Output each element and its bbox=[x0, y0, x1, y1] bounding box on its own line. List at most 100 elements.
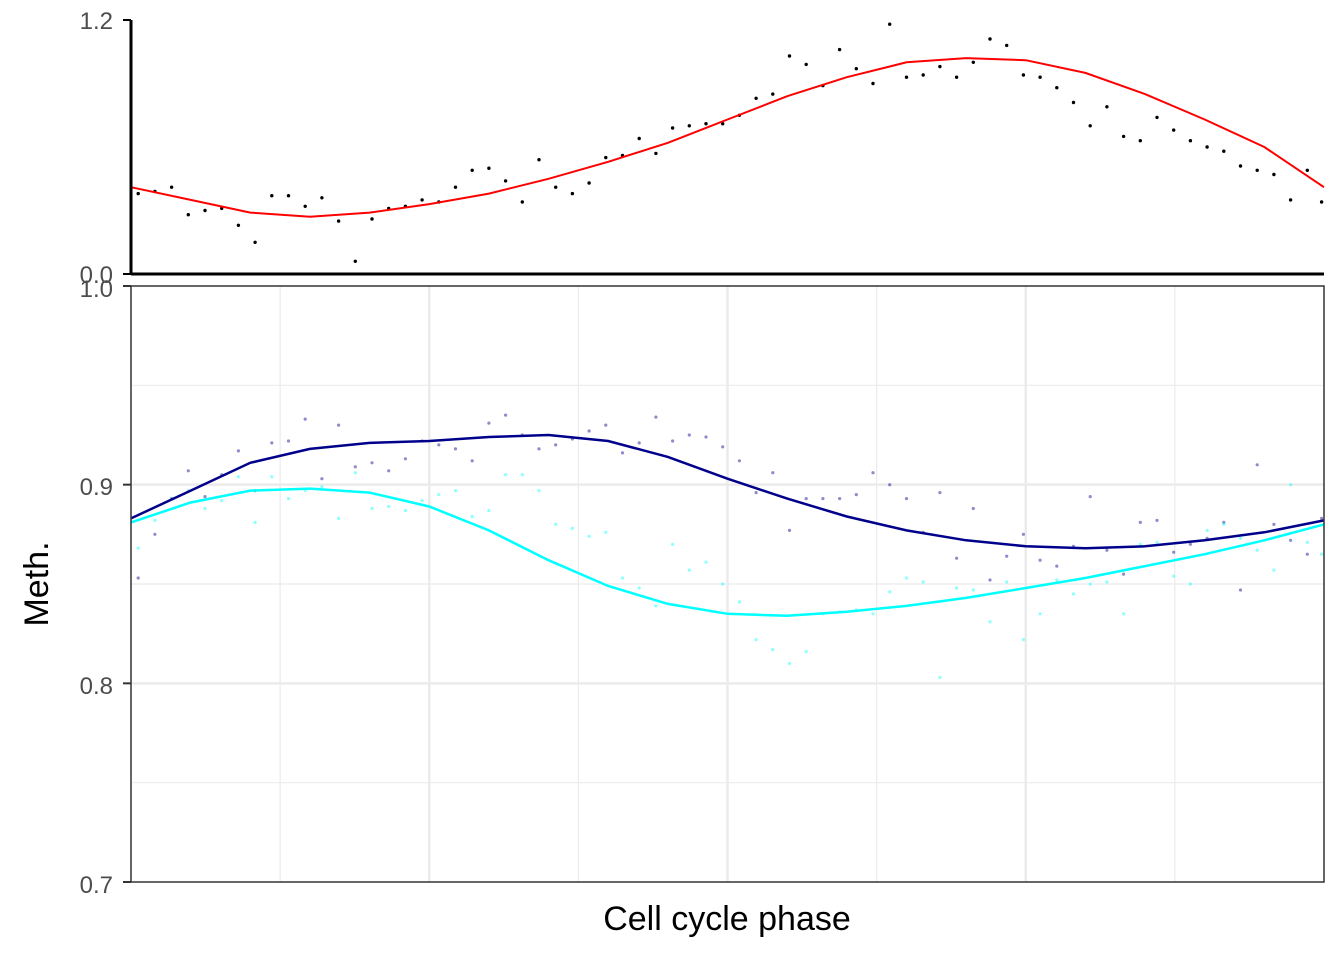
cyan-data-point bbox=[1222, 522, 1226, 527]
top-data-point bbox=[1155, 115, 1159, 120]
navy-data-point bbox=[1122, 572, 1126, 576]
cyan-data-point bbox=[671, 542, 675, 546]
top-points bbox=[136, 22, 1324, 263]
top-data-point bbox=[704, 122, 708, 126]
top-y-tick-label: 0.0 bbox=[80, 262, 113, 289]
top-data-point bbox=[286, 194, 291, 198]
navy-data-point bbox=[737, 459, 742, 463]
cyan-data-point bbox=[1071, 592, 1076, 596]
navy-data-point bbox=[637, 441, 641, 445]
cyan-data-point bbox=[220, 499, 224, 503]
cyan-data-point bbox=[487, 508, 491, 513]
cyan-data-point bbox=[787, 661, 792, 666]
cyan-data-point bbox=[1021, 638, 1025, 642]
cyan-data-point bbox=[1122, 612, 1126, 616]
top-data-point bbox=[587, 181, 591, 185]
navy-data-point bbox=[403, 457, 407, 461]
navy-data-point bbox=[554, 443, 558, 447]
navy-data-point bbox=[754, 491, 758, 495]
top-data-point bbox=[804, 62, 808, 67]
navy-data-point bbox=[453, 447, 458, 451]
cyan-data-point bbox=[537, 489, 541, 493]
navy-data-point bbox=[654, 415, 658, 419]
navy-data-point bbox=[1222, 520, 1226, 525]
cyan-data-point bbox=[687, 568, 691, 572]
bottom-panel: 1.0 0.9 0.8 0.7 Meth. Cell cycle phase bbox=[18, 276, 1325, 938]
navy-data-point bbox=[1005, 554, 1009, 558]
cyan-data-point bbox=[1255, 548, 1259, 552]
cyan-data-point bbox=[504, 473, 508, 477]
top-data-point bbox=[1319, 200, 1324, 204]
top-data-point bbox=[854, 67, 858, 71]
top-data-point bbox=[754, 96, 758, 101]
navy-data-point bbox=[186, 469, 190, 473]
cyan-data-point bbox=[587, 534, 591, 538]
top-data-point bbox=[1238, 164, 1243, 168]
cyan-data-point bbox=[971, 588, 975, 592]
navy-data-point bbox=[136, 576, 140, 580]
x-axis-title: Cell cycle phase bbox=[603, 900, 851, 938]
top-data-point bbox=[938, 64, 942, 69]
top-panel: 1.2 0.0 bbox=[80, 8, 1325, 289]
cyan-data-point bbox=[1238, 536, 1243, 540]
cyan-data-point bbox=[1038, 612, 1042, 616]
cyan-data-point bbox=[737, 600, 742, 604]
cyan-data-point bbox=[888, 590, 892, 594]
bottom-panel-border bbox=[130, 285, 1325, 883]
top-data-point bbox=[169, 185, 174, 189]
cyan-data-point bbox=[153, 518, 157, 523]
top-data-point bbox=[320, 196, 324, 200]
top-data-point bbox=[1272, 172, 1276, 177]
top-data-point bbox=[1222, 149, 1226, 153]
top-data-point bbox=[1105, 105, 1109, 109]
navy-data-point bbox=[988, 578, 992, 582]
cyan-data-point bbox=[270, 475, 274, 479]
cyan-data-point bbox=[370, 506, 374, 511]
navy-data-point bbox=[320, 477, 324, 481]
top-data-point bbox=[353, 259, 357, 263]
navy-data-point bbox=[1105, 548, 1109, 552]
bottom-y-ticks bbox=[123, 285, 131, 883]
navy-data-point bbox=[1255, 463, 1259, 467]
navy-data-point bbox=[504, 413, 508, 417]
cyan-data-point bbox=[1305, 540, 1309, 544]
cyan-data-point bbox=[1320, 552, 1324, 556]
cyan-data-point bbox=[1172, 574, 1176, 578]
cyan-data-point bbox=[721, 582, 725, 586]
cyan-data-point bbox=[988, 620, 992, 624]
navy-data-point bbox=[955, 556, 959, 560]
navy-data-point bbox=[1172, 550, 1176, 554]
cyan-data-point bbox=[520, 473, 524, 477]
navy-data-point bbox=[821, 497, 825, 501]
cyan-data-point bbox=[470, 514, 474, 519]
navy-data-point bbox=[1021, 532, 1025, 536]
navy-data-point bbox=[337, 423, 341, 427]
top-data-point bbox=[1121, 134, 1126, 139]
navy-data-point bbox=[1138, 520, 1142, 525]
top-data-point bbox=[954, 75, 959, 79]
cyan-data-point bbox=[320, 485, 324, 489]
cyan-data-point bbox=[620, 576, 625, 580]
cyan-data-point bbox=[236, 475, 240, 479]
navy-data-point bbox=[671, 439, 675, 443]
top-data-point bbox=[487, 166, 491, 170]
navy-data-point bbox=[587, 429, 591, 433]
navy-data-point bbox=[270, 441, 274, 445]
cyan-data-point bbox=[654, 604, 658, 608]
top-data-point bbox=[1005, 43, 1009, 48]
top-data-point bbox=[470, 168, 474, 172]
navy-data-point bbox=[303, 417, 307, 421]
cyan-smooth-line bbox=[130, 487, 1325, 618]
top-data-point bbox=[370, 217, 374, 221]
cyan-data-point bbox=[136, 546, 140, 550]
navy-data-point bbox=[470, 459, 474, 463]
cyan-data-point bbox=[337, 516, 341, 521]
cyan-data-point bbox=[938, 675, 942, 680]
navy-data-point bbox=[687, 433, 691, 437]
cyan-data-point bbox=[754, 638, 758, 642]
cyan-data-point bbox=[420, 499, 424, 503]
top-data-point bbox=[654, 151, 658, 156]
bottom-grid bbox=[131, 286, 1324, 882]
top-data-point bbox=[520, 200, 524, 204]
top-data-point bbox=[1305, 168, 1310, 172]
